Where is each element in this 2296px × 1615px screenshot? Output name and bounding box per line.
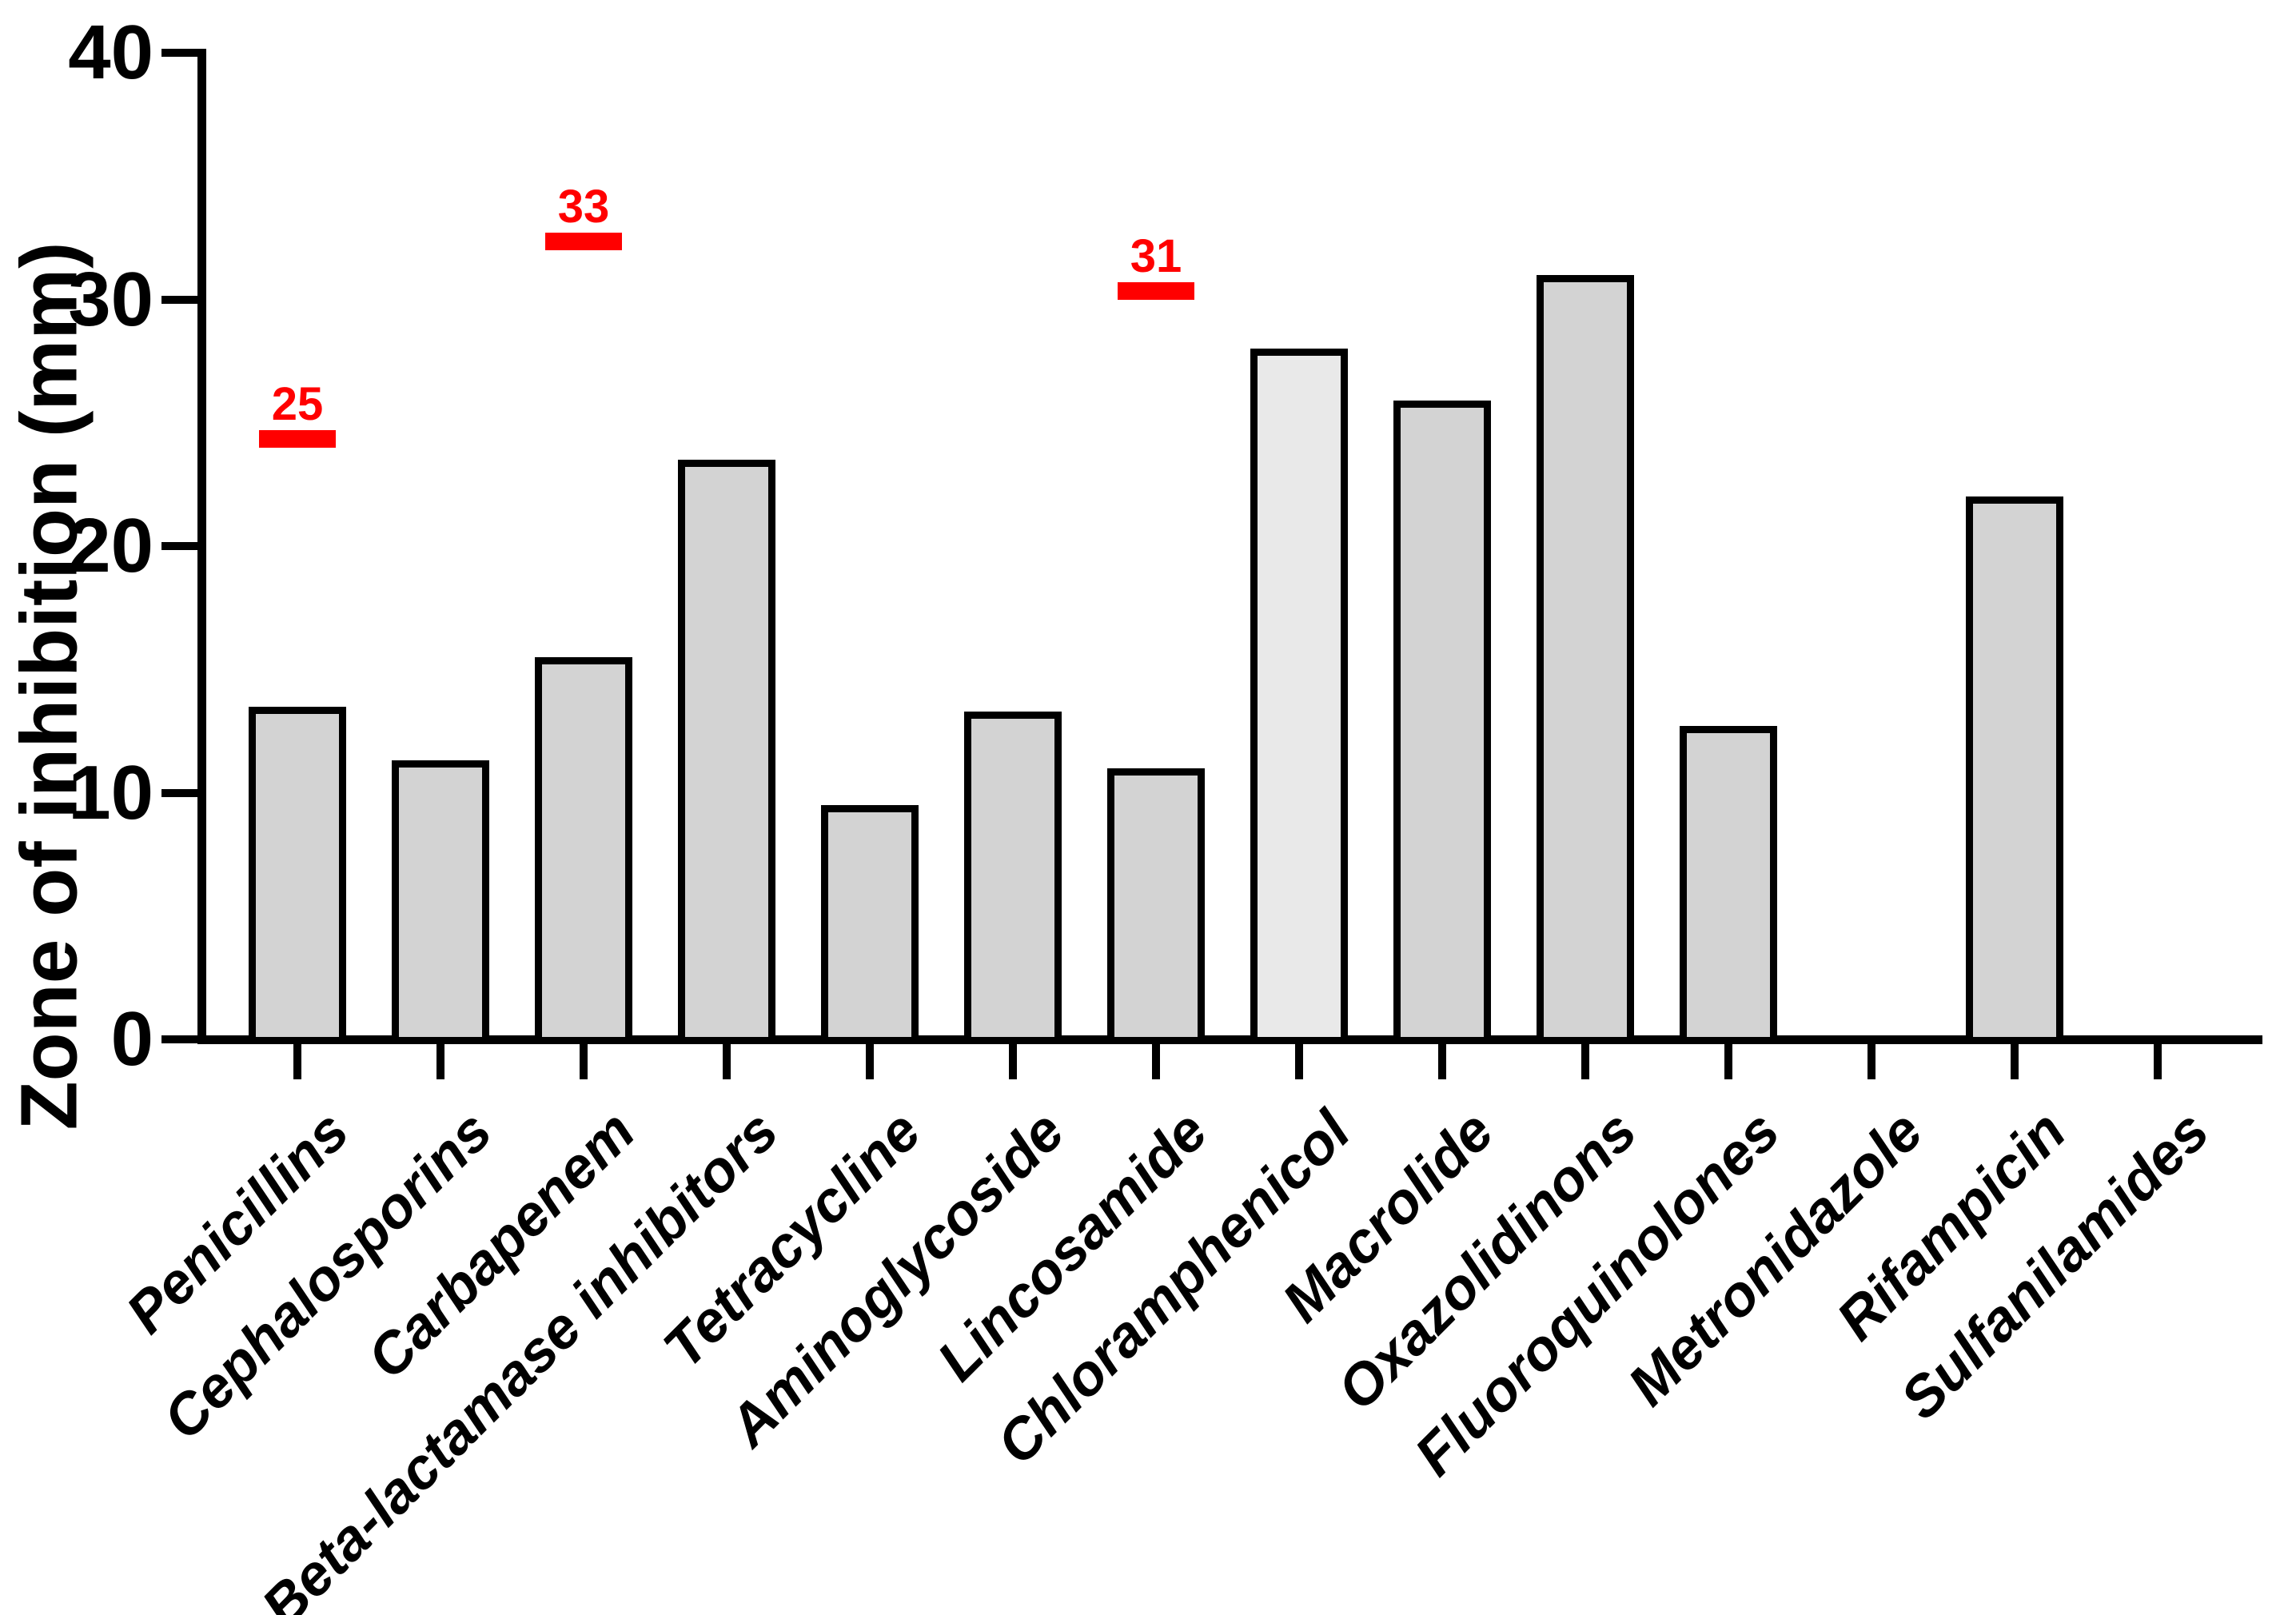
bar-carbapenem: [535, 656, 632, 1044]
bar-penicillins: [249, 706, 346, 1044]
x-tick-mark: [1724, 1044, 1732, 1079]
bar-fluoroquinolones: [1680, 726, 1777, 1044]
y-tick-mark: [161, 1035, 197, 1043]
x-tick-mark: [1438, 1044, 1446, 1079]
annotation-underline: [259, 429, 336, 448]
x-tick-mark: [1152, 1044, 1160, 1079]
bar-macrolide: [1393, 400, 1491, 1044]
annotation-underline: [1118, 281, 1194, 300]
annotation-value: 31: [1130, 229, 1182, 282]
annotation-value: 33: [557, 180, 610, 233]
x-tick-mark: [866, 1044, 874, 1079]
y-tick-mark: [161, 788, 197, 797]
x-tick-mark: [1009, 1044, 1017, 1079]
y-tick-label: 0: [110, 996, 153, 1082]
x-tick-mark: [2154, 1044, 2162, 1079]
annotation-value: 25: [271, 377, 324, 430]
y-axis-title: Zone of inhibition (mm): [4, 241, 94, 1130]
bar-rifampicin: [1966, 496, 2063, 1044]
x-tick-mark: [1295, 1044, 1303, 1079]
bar-chloramphenicol: [1250, 349, 1348, 1044]
bar-tetracycline: [821, 804, 919, 1044]
annotation-underline: [545, 232, 622, 250]
bar-beta-lactamase-inhibitors: [678, 460, 775, 1044]
x-tick-mark: [1581, 1044, 1589, 1079]
bar-lincosamide: [1107, 768, 1205, 1044]
bar-oxazolidinons: [1537, 274, 1634, 1044]
bar-cephalosporins: [392, 760, 489, 1044]
y-tick-label: 40: [68, 10, 153, 95]
x-tick-mark: [436, 1044, 444, 1079]
y-tick-mark: [161, 542, 197, 550]
y-tick-label: 10: [68, 749, 153, 835]
y-tick-mark: [161, 295, 197, 304]
x-tick-mark: [1867, 1044, 1875, 1079]
y-tick-label: 20: [68, 503, 153, 588]
x-tick-mark: [580, 1044, 588, 1079]
x-axis-line: [197, 1035, 2262, 1044]
x-tick-mark: [723, 1044, 731, 1079]
x-tick-mark: [2011, 1044, 2019, 1079]
y-tick-mark: [161, 49, 197, 57]
bar-aminoglycoside: [964, 711, 1062, 1044]
y-tick-label: 30: [68, 256, 153, 342]
x-tick-mark: [293, 1044, 301, 1079]
y-axis-line: [197, 49, 206, 1044]
